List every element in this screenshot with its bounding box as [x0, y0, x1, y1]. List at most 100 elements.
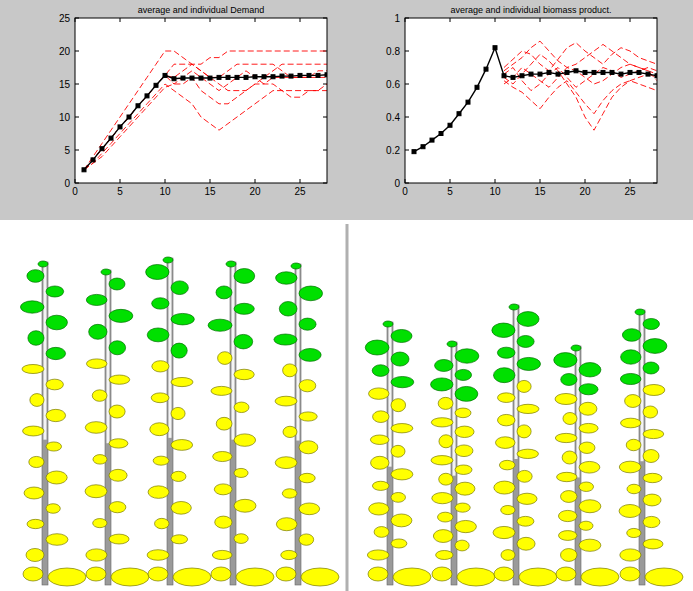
series-marker [565, 70, 569, 74]
leaf-senescent [579, 521, 593, 530]
plant [431, 341, 495, 586]
leaf-senescent [218, 352, 232, 365]
leaf-green [299, 349, 321, 362]
leaf-senescent [517, 425, 531, 438]
series-marker [628, 70, 632, 74]
leaf-senescent [643, 450, 659, 463]
leaf-senescent [373, 411, 389, 423]
leaf-senescent [645, 568, 683, 586]
y-tick [405, 84, 409, 85]
leaf-apex [635, 309, 645, 315]
leaf-green [20, 301, 44, 313]
leaf-senescent [439, 473, 453, 485]
series-marker [493, 46, 497, 50]
leaf-green [372, 365, 389, 377]
leaf-green [147, 328, 169, 342]
leaf-green [27, 270, 44, 283]
leaf-senescent [46, 504, 60, 514]
leaf-senescent [579, 482, 594, 491]
leaf-senescent [391, 424, 413, 433]
stem-highlight [232, 262, 235, 440]
series-marker [430, 138, 434, 142]
x-tick-label: 25 [294, 186, 306, 197]
leaf-senescent [171, 501, 191, 514]
leaf-senescent [148, 567, 168, 581]
leaf-senescent [282, 489, 297, 498]
x-tick [255, 179, 256, 183]
leaf-senescent [626, 439, 641, 450]
series-marker [520, 74, 524, 78]
stem-highlight [44, 262, 47, 440]
series-line [414, 48, 657, 152]
leaf-senescent [367, 550, 389, 560]
leaf-green [208, 319, 232, 331]
series-group [412, 41, 657, 154]
series-marker [208, 76, 212, 80]
x-tick [585, 18, 586, 22]
leaf-senescent [109, 405, 125, 418]
x-tick-label: 15 [534, 186, 546, 197]
series-marker [172, 77, 176, 81]
leaf-senescent [46, 471, 67, 484]
leaf-green [435, 359, 453, 371]
leaf-green [299, 318, 316, 330]
leaf-senescent [275, 457, 297, 469]
leaf-senescent [562, 451, 577, 464]
leaf-senescent [151, 393, 169, 403]
leaf-senescent [560, 549, 577, 562]
plant [208, 261, 274, 586]
series-marker [271, 75, 275, 79]
x-tick-label: 5 [117, 186, 123, 197]
leaf-senescent [236, 568, 274, 586]
leaf-senescent [432, 567, 452, 581]
leaf-green [554, 353, 577, 368]
leaf-senescent [438, 512, 453, 522]
leaf-apex [101, 269, 111, 275]
leaf-senescent [555, 393, 577, 404]
leaf-senescent [301, 568, 339, 586]
series-marker [262, 75, 266, 79]
plot-frame [75, 18, 327, 183]
y-tick-label: 25 [59, 13, 71, 24]
leaf-green [455, 349, 479, 363]
leaf-senescent [391, 539, 407, 548]
leaf-senescent [215, 516, 232, 528]
series-marker [538, 72, 542, 76]
leaf-senescent [436, 550, 453, 559]
leaf-green [431, 378, 453, 391]
leaf-senescent [46, 534, 68, 546]
x-tick-label: 10 [159, 186, 171, 197]
y-tick [75, 84, 79, 85]
leaf-senescent [171, 377, 193, 386]
x-tick [165, 179, 166, 183]
leaf-senescent [299, 503, 320, 515]
leaf-senescent [581, 568, 619, 586]
leaf-senescent [455, 520, 476, 532]
x-tick [210, 18, 211, 22]
leaf-senescent [48, 568, 86, 586]
x-tick [630, 18, 631, 22]
chart-panel: average and individual Demand05101520250… [59, 5, 329, 197]
leaf-senescent [558, 510, 577, 521]
leaf-green [391, 376, 414, 387]
leaf-senescent [369, 388, 389, 399]
y-tick-label: 0.6 [386, 79, 400, 90]
series-marker [610, 70, 614, 74]
leaf-senescent [111, 568, 149, 586]
series-marker [583, 70, 587, 74]
series-marker [82, 168, 86, 172]
x-tick-label: 20 [579, 186, 591, 197]
leaf-green [109, 278, 125, 290]
series-line [84, 75, 327, 170]
leaf-senescent [299, 380, 316, 392]
leaf-green [517, 312, 539, 327]
leaf-green [455, 369, 472, 380]
leaf-senescent [171, 440, 193, 451]
x-tick-label: 20 [249, 186, 261, 197]
y-tick-label: 0.8 [386, 46, 400, 57]
leaf-senescent [27, 519, 44, 528]
series-marker [163, 73, 167, 77]
leaf-senescent [643, 494, 661, 506]
figure: average and individual Demand05101520250… [0, 0, 693, 591]
series-marker [529, 72, 533, 76]
